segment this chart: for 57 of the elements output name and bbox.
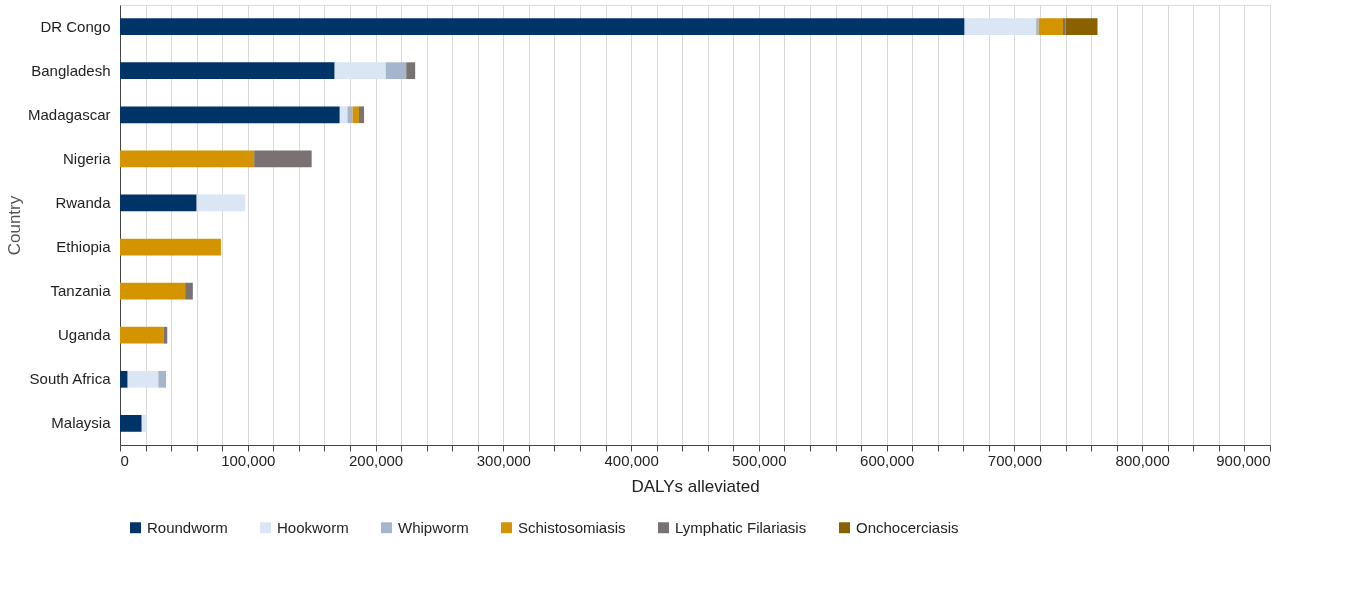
y-tick-label: Uganda — [57, 326, 112, 344]
bar — [120, 415, 142, 432]
y-tick-label: South Africa — [29, 370, 112, 388]
x-tick-label: 600,000 — [860, 451, 915, 469]
x-tick-label: 400,000 — [604, 451, 659, 469]
bar — [385, 62, 407, 80]
legend-label: Lymphatic Filariasis — [675, 518, 807, 536]
bar — [406, 62, 416, 80]
bar — [185, 282, 193, 300]
bar — [163, 326, 168, 344]
bar — [196, 194, 246, 212]
y-tick-label: Ethiopia — [56, 238, 112, 256]
bar — [120, 370, 128, 388]
bar — [141, 415, 147, 432]
legend-label: Hookworm — [277, 518, 349, 536]
x-tick-label: 700,000 — [987, 451, 1043, 469]
y-tick-label: Tanzania — [50, 282, 112, 300]
bar — [1063, 18, 1066, 35]
y-tick-label: DR Congo — [40, 17, 111, 35]
bar — [120, 194, 197, 212]
x-tick-label: 200,000 — [348, 451, 404, 469]
bar — [120, 18, 965, 35]
bar — [120, 106, 340, 124]
bar — [120, 150, 255, 168]
bar — [1036, 18, 1039, 35]
x-tick-label: 0 — [120, 451, 129, 469]
y-tick-label: Malaysia — [51, 414, 112, 432]
legend-label: Whipworm — [398, 518, 469, 536]
bar — [120, 62, 335, 80]
x-tick-label: 300,000 — [476, 451, 531, 469]
bar — [964, 18, 1037, 35]
x-axis-title: DALYs alleviated — [631, 476, 760, 496]
bar — [127, 370, 159, 388]
x-tick-label: 100,000 — [221, 451, 276, 469]
bar — [1065, 18, 1098, 35]
bar — [334, 62, 386, 80]
x-tick-label: 800,000 — [1115, 451, 1170, 469]
y-tick-label: Madagascar — [27, 105, 111, 123]
legend-label: Roundworm — [147, 518, 228, 536]
y-tick-label: Bangladesh — [31, 61, 111, 79]
bar — [120, 282, 186, 300]
y-tick-label: Rwanda — [55, 193, 112, 211]
legend-label: Schistosomiasis — [518, 518, 626, 536]
legend-label: Onchocerciasis — [856, 518, 959, 536]
bar — [254, 150, 312, 168]
y-axis-title: Country — [4, 195, 24, 256]
bar — [120, 326, 164, 344]
bar — [347, 106, 353, 124]
y-tick-label: Nigeria — [62, 149, 112, 167]
x-tick-label: 500,000 — [732, 451, 787, 469]
bar — [158, 370, 166, 388]
bar — [352, 106, 359, 124]
x-tick-label: 900,000 — [1216, 451, 1271, 469]
bar — [358, 106, 365, 124]
bar — [120, 238, 221, 256]
bar — [339, 106, 348, 124]
bar — [1038, 18, 1063, 35]
